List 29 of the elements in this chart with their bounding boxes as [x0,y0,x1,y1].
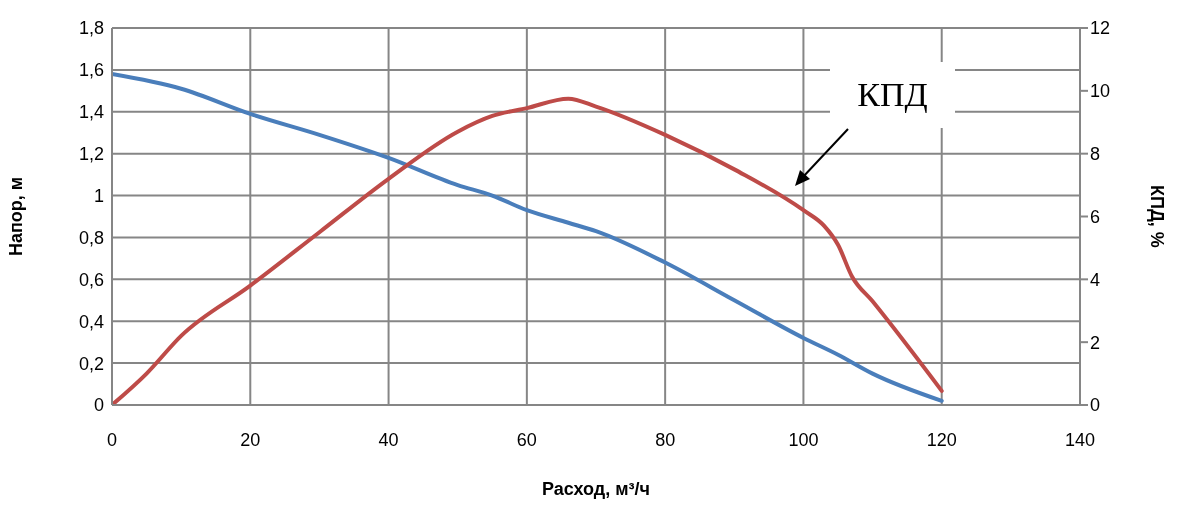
y-tick-label: 0,8 [78,227,104,248]
y-tick-label: 0,4 [78,311,104,332]
x-tick-label: 40 [378,429,399,450]
x-tick-label: 0 [106,429,118,450]
y2-tick-label: 10 [1090,81,1111,102]
y-tick-label: 1,2 [78,144,104,165]
y-tick-label: 1,4 [78,102,104,123]
text: КПД [830,62,955,128]
y-tick-label: 0 [93,395,104,416]
y2-tick-label: 0 [1090,395,1101,416]
y2-tick-label: 2 [1090,332,1101,353]
y2-tick-label: 12 [1090,18,1111,39]
y-tick-label: 0,2 [78,353,104,374]
x-axis-title: Расход, м³/ч [541,479,651,499]
y-tick-label: 1,8 [78,18,104,39]
x-tick-label: 120 [926,429,957,450]
y-axis-title: Напор, м [6,176,27,257]
x-tick-label: 20 [240,429,261,450]
x-tick-label: 140 [1064,429,1096,450]
y2-axis-title: КПД, % [1146,185,1167,248]
y2-tick-label: 6 [1090,206,1101,227]
x-tick-label: 80 [655,429,676,450]
y2-tick-label: 4 [1090,269,1101,290]
y2-tick-label: 8 [1090,144,1101,165]
x-tick-label: 100 [788,429,819,450]
y-tick-label: 1 [93,185,104,206]
x-tick-label: 60 [516,429,537,450]
y-tick-label: 0,6 [78,269,104,290]
y-tick-label: 1,6 [78,60,104,81]
